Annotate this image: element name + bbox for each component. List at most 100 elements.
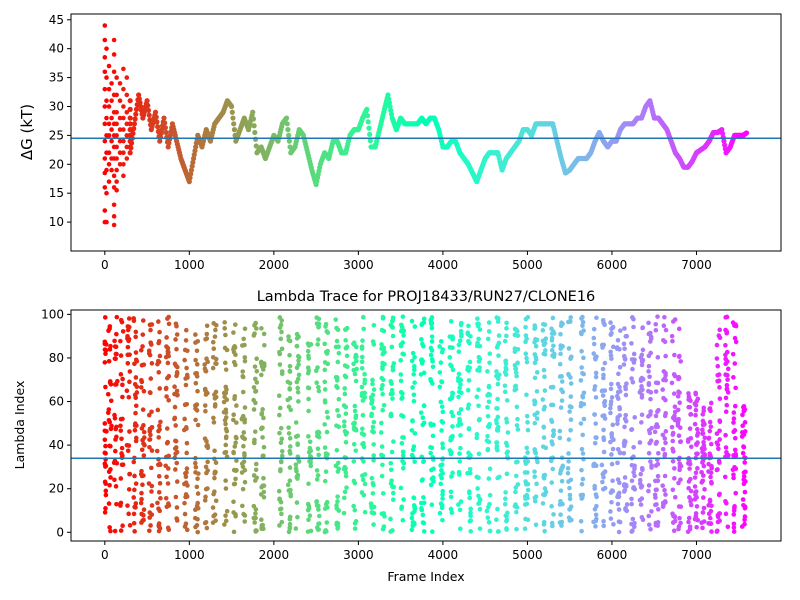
lambda-point [484, 508, 490, 514]
lambda-point [617, 406, 623, 412]
lambda-point [457, 459, 463, 464]
lambda-point [450, 367, 456, 373]
lambda-point [655, 461, 661, 467]
lambda-point [616, 519, 622, 524]
lambda-point [114, 434, 119, 440]
lambda-point [305, 529, 311, 534]
lambda-point [438, 339, 444, 344]
lambda-point [343, 404, 349, 410]
lambda-point [550, 441, 555, 447]
lambda-point [485, 433, 490, 439]
lambda-point [287, 363, 293, 369]
lambda-point [503, 490, 508, 495]
lambda-point [251, 503, 257, 509]
lambda-point [102, 437, 108, 443]
lambda-point [322, 398, 328, 403]
lambda-point [108, 467, 113, 472]
lambda-point [253, 511, 258, 516]
lambda-point [305, 385, 311, 390]
lambda-point [314, 433, 320, 439]
lambda-point [652, 429, 658, 435]
lambda-point [476, 387, 481, 392]
delta-g-point [104, 75, 109, 80]
delta-g-point [131, 126, 137, 132]
lambda-point [568, 417, 574, 423]
lambda-y-axis-label: Lambda Index [12, 381, 27, 470]
lambda-point [639, 420, 644, 425]
lambda-point [672, 404, 678, 410]
lambda-point [700, 460, 705, 465]
lambda-point [335, 494, 340, 499]
lambda-point [259, 326, 264, 331]
lambda-point [125, 503, 130, 508]
lambda-point [600, 366, 606, 372]
lambda-point [362, 390, 368, 396]
delta-g-point [283, 115, 290, 121]
lambda-point [127, 352, 132, 357]
lambda-point [390, 317, 396, 323]
lambda-panel: Lambda Trace for PROJ18433/RUN27/CLONE16… [12, 289, 782, 584]
lambda-point [557, 520, 563, 525]
lambda-point [156, 474, 162, 479]
lambda-point [523, 461, 529, 466]
lambda-point [429, 502, 435, 508]
lambda-point [231, 499, 236, 505]
lambda-point [314, 430, 320, 435]
lambda-point [314, 380, 320, 386]
lambda-point [149, 503, 155, 508]
lambda-point [334, 506, 340, 511]
lambda-point [693, 412, 698, 418]
lambda-point [411, 398, 417, 404]
lambda-points [102, 314, 748, 535]
delta-g-point [158, 130, 164, 137]
lambda-point [611, 344, 616, 350]
lambda-point [360, 412, 366, 418]
lambda-point [688, 476, 693, 482]
lambda-point [678, 359, 684, 364]
lambda-point [581, 390, 587, 396]
lambda-point [305, 341, 311, 346]
lambda-point [222, 450, 227, 455]
lambda-point [193, 417, 198, 423]
lambda-point [524, 355, 529, 361]
lambda-point [211, 420, 217, 425]
delta-g-point [253, 143, 259, 149]
lambda-point [334, 375, 340, 380]
lambda-point [203, 464, 209, 470]
lambda-point [693, 511, 699, 516]
lambda-point [254, 475, 259, 481]
lambda-point [352, 480, 358, 486]
delta-g-point [133, 111, 139, 117]
delta-g-point [131, 121, 137, 127]
lambda-point [134, 358, 140, 364]
lambda-point [591, 341, 597, 347]
lambda-point [279, 369, 285, 374]
lambda-point [103, 463, 109, 469]
lambda-point [183, 327, 189, 333]
lambda-point [700, 449, 705, 455]
lambda-point [637, 477, 643, 483]
lambda-point [450, 345, 455, 350]
lambda-point [164, 440, 170, 446]
lambda-point [647, 374, 652, 380]
delta-g-point [157, 138, 163, 144]
delta-g-point [114, 109, 119, 115]
lambda-point [504, 517, 510, 523]
lambda-point [133, 334, 138, 340]
lambda-point [430, 433, 436, 439]
lambda-point [127, 379, 132, 385]
delta-g-x-ticks: 0 1000 2000 3000 4000 5000 6000 7000 [101, 251, 712, 272]
lambda-point [566, 346, 572, 351]
lambda-point [149, 465, 154, 471]
delta-g-point [117, 150, 123, 156]
lambda-point [440, 517, 445, 523]
lambda-point [359, 354, 365, 360]
lambda-point [165, 345, 171, 351]
lambda-point [293, 420, 299, 425]
lambda-point [222, 320, 227, 325]
lambda-point [210, 365, 216, 371]
lambda-point [401, 460, 407, 466]
lambda-point [723, 511, 729, 517]
lambda-point [579, 316, 584, 321]
lambda-point [637, 481, 643, 486]
